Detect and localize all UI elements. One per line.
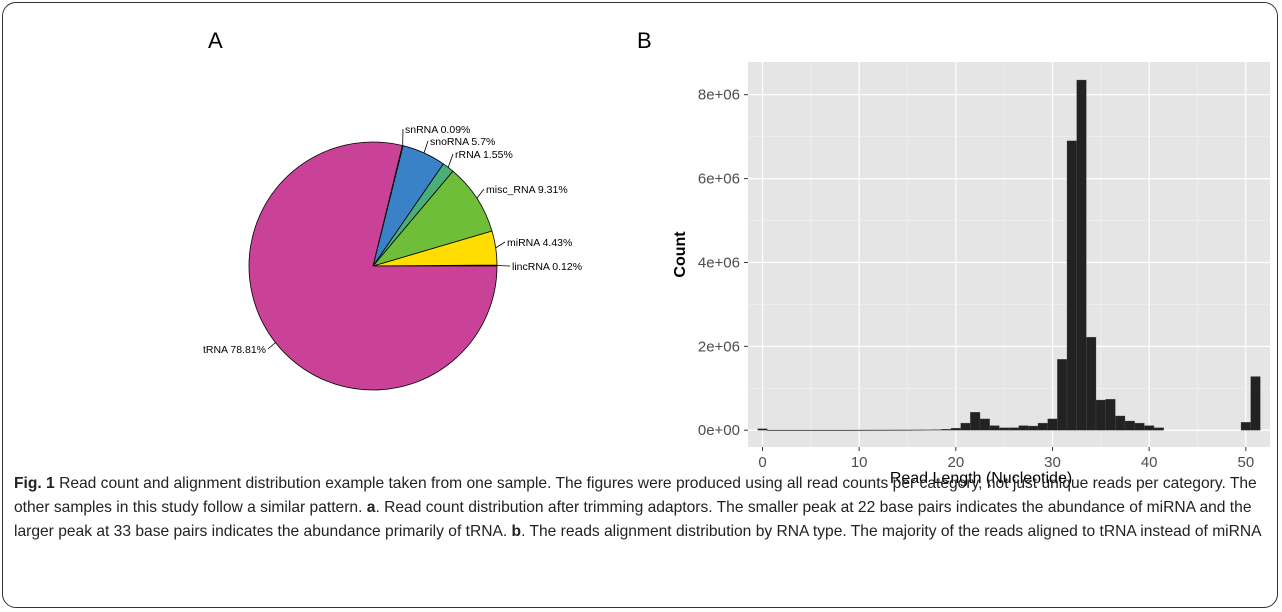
pie-label-lincrna: lincRNA 0.12% [512, 261, 582, 273]
caption-part-b-text: . The reads alignment distribution by RN… [521, 523, 1262, 540]
histogram-bar-9 [844, 429, 855, 431]
histogram-bar-14 [892, 429, 903, 431]
panel-label-a: A [208, 28, 223, 53]
histogram-bar-0 [757, 428, 768, 431]
read-length-histogram: 0 10 20 30 40 50 0e+00 2e+06 4e+06 6e+06 8e+06 Read… [672, 62, 1270, 487]
y-tick-label: 8e+06 [698, 87, 740, 104]
y-tick-label: 6e+06 [698, 171, 740, 188]
x-tick-label: 10 [851, 454, 868, 471]
histogram-bar-3 [786, 429, 797, 431]
x-axis-title: Read Length (Nucleotide) [890, 470, 1072, 487]
pie-label-mirna: miRNA 4.43% [507, 237, 572, 249]
histogram-bar-24 [989, 425, 1000, 431]
histogram-bar-34 [1086, 336, 1097, 431]
histogram-bar-29 [1037, 422, 1048, 431]
histogram-bar-18 [931, 429, 942, 431]
caption-title: Read count and alignment distribution ex… [14, 475, 1257, 516]
histogram-bar-17 [921, 429, 932, 431]
histogram-bar-27 [1018, 425, 1029, 431]
caption-part-a-text: . Read count distribution after trimming… [14, 499, 1252, 540]
histogram-bar-6 [815, 429, 826, 431]
histogram-bar-11 [863, 429, 874, 431]
histogram-bar-39 [1134, 422, 1145, 431]
y-axis-title: Count [672, 231, 689, 278]
histogram-bar-21 [960, 422, 971, 431]
histogram-bar-20 [950, 427, 961, 431]
histogram-bar-32 [1066, 140, 1077, 431]
histogram-bar-23 [979, 418, 990, 431]
histogram-bar-28 [1028, 425, 1039, 431]
histogram-bar-2 [776, 429, 787, 431]
y-tick-label: 4e+06 [698, 254, 740, 271]
histogram-bar-1 [767, 429, 778, 431]
histogram-bar-40 [1144, 425, 1155, 431]
histogram-bar-37 [1115, 415, 1126, 431]
histogram-bar-35 [1095, 399, 1106, 431]
histogram-bar-8 [834, 429, 845, 431]
histogram-bar-22 [970, 412, 981, 431]
x-tick-label: 20 [947, 454, 964, 471]
caption-part-a-label: a [366, 499, 376, 516]
histogram-bar-51 [1250, 376, 1261, 431]
histogram-bar-4 [796, 429, 807, 431]
histogram-bar-10 [854, 429, 865, 431]
histogram-bar-30 [1047, 418, 1058, 431]
pie-leader-rrna [447, 153, 454, 168]
histogram-bar-16 [912, 429, 923, 431]
histogram-bar-12 [873, 429, 884, 431]
panel-label-b: B [637, 28, 652, 53]
pie-leader-snorna [423, 140, 429, 154]
pie-label-rrna: rRNA 1.55% [455, 149, 513, 161]
plot-panel [748, 62, 1270, 447]
histogram-bar-26 [1008, 427, 1019, 431]
pie-leader-mirna [495, 241, 506, 249]
x-tick-label: 30 [1044, 454, 1061, 471]
x-tick-label: 40 [1141, 454, 1158, 471]
pie-label-snorna: snoRNA 5.7% [430, 136, 495, 148]
y-tick-label: 2e+06 [698, 338, 740, 355]
figure-caption: Fig. 1 Read count and alignment distribu… [14, 472, 1269, 544]
histogram-bar-36 [1105, 399, 1116, 431]
caption-part-b-label: b [511, 523, 522, 540]
histogram-bar-31 [1057, 359, 1068, 431]
histogram-bar-15 [902, 429, 913, 431]
histogram-bar-33 [1076, 79, 1087, 431]
histogram-bar-25 [999, 427, 1010, 431]
pie-label-trna: tRNA 78.81% [203, 344, 266, 356]
histogram-bar-50 [1240, 422, 1251, 431]
pie-label-snrna: snRNA 0.09% [405, 124, 470, 136]
pie-label-misc-rna: misc_RNA 9.31% [486, 184, 568, 196]
histogram-bar-19 [941, 429, 952, 431]
pie-leader-misc-rna [476, 188, 485, 199]
y-tick-label: 0e+00 [698, 422, 740, 439]
x-tick-label: 0 [758, 454, 766, 471]
histogram-bar-7 [825, 429, 836, 431]
histogram-bar-38 [1124, 420, 1135, 431]
pie-leader-trna [267, 342, 276, 350]
caption-fig-label: Fig. 1 [14, 475, 55, 492]
pie-slice-trna [248, 141, 498, 391]
x-tick-label: 50 [1237, 454, 1254, 471]
histogram-bar-5 [805, 429, 816, 431]
histogram-bar-13 [883, 429, 894, 431]
histogram-bar-41 [1153, 427, 1164, 431]
pie-chart: lincRNA 0.12% miRNA 4.43% misc_RNA 9.31% rR… [203, 124, 582, 391]
